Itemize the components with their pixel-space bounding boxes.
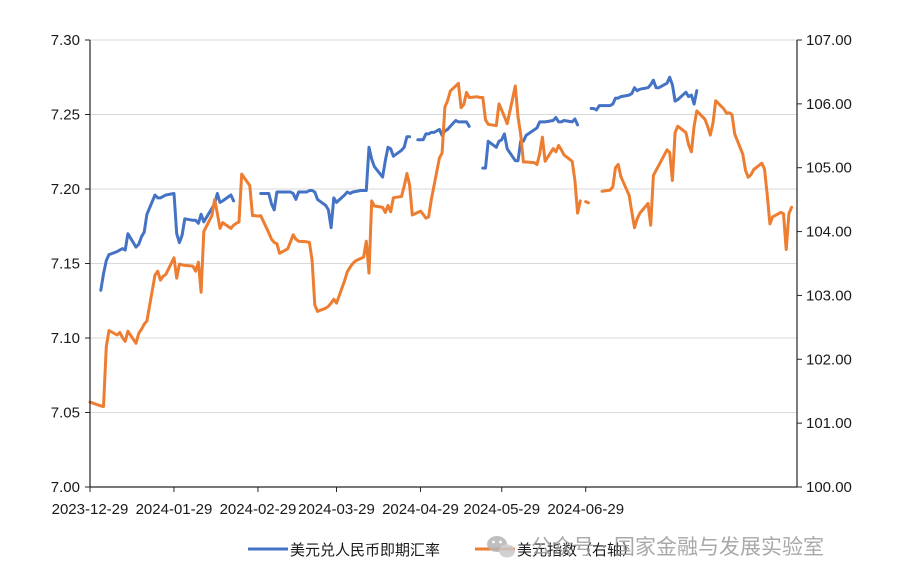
left-tick-label: 7.00 — [51, 479, 80, 496]
watermark: 公众号 · 国家金融与发展实验室 — [487, 535, 824, 559]
right-tick-label: 107.00 — [806, 32, 852, 49]
right-tick-label: 104.00 — [806, 224, 852, 241]
x-tick-label: 2024-06-29 — [547, 501, 624, 518]
right-tick-label: 101.00 — [806, 415, 852, 432]
dxy-line-segment-1 — [584, 200, 590, 205]
dxy-line-segment-0 — [88, 81, 582, 408]
watermark-text: 公众号 · 国家金融与发展实验室 — [531, 535, 824, 559]
legend: 美元兑人民币即期汇率 美元指数（右轴） — [248, 541, 637, 559]
left-tick-label: 7.10 — [51, 330, 80, 347]
usdcny-line-segment-1 — [259, 135, 412, 230]
legend-label-usdcny: 美元兑人民币即期汇率 — [290, 541, 440, 559]
left-tick-label: 7.15 — [51, 256, 80, 273]
usdcny-line-segment-3 — [481, 116, 580, 170]
right-tick-label: 105.00 — [806, 160, 852, 177]
legend-label-dxy: 美元指数（右轴） — [517, 541, 637, 559]
wechat-icon — [487, 536, 515, 558]
tick-labels: 7.00 7.05 7.10 7.15 7.20 7.25 7.30 100.00 101.00… — [51, 32, 852, 518]
right-tick-label: 102.00 — [806, 351, 852, 368]
left-tick-label: 7.05 — [51, 405, 80, 422]
x-tick-label: 2024-05-29 — [463, 501, 540, 518]
right-tick-label: 103.00 — [806, 287, 852, 304]
right-tick-label: 106.00 — [806, 96, 852, 113]
left-tick-label: 7.20 — [51, 181, 80, 198]
usdcny-line-segment-0 — [99, 192, 236, 292]
x-tick-label: 2024-02-29 — [220, 501, 297, 518]
series-lines — [88, 75, 794, 408]
left-tick-label: 7.30 — [51, 32, 80, 49]
left-tick-label: 7.25 — [51, 107, 80, 124]
x-tick-label: 2024-03-29 — [298, 501, 375, 518]
x-tick-label: 2024-04-29 — [382, 501, 459, 518]
usdcny-line-segment-4 — [589, 75, 699, 112]
right-tick-label: 100.00 — [806, 479, 852, 496]
x-tick-label: 2023-12-29 — [52, 501, 129, 518]
dxy-line-segment-2 — [600, 99, 794, 251]
x-tick-label: 2024-01-29 — [136, 501, 213, 518]
